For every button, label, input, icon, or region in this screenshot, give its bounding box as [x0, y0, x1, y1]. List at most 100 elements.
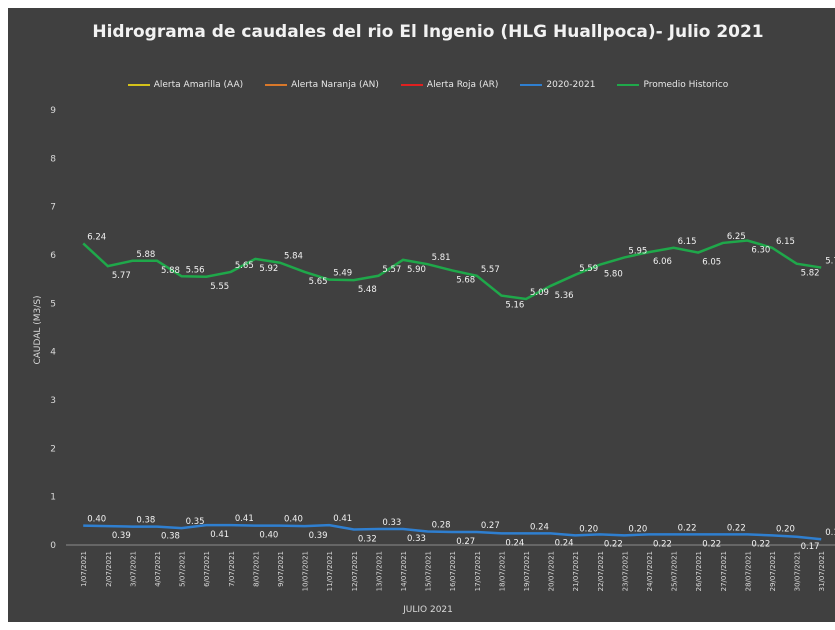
x-tick-label: 30/07/2021	[794, 551, 802, 591]
y-tick-label: 9	[50, 106, 56, 116]
data-label: 0.41	[333, 514, 352, 524]
chart-frame: Hidrograma de caudales del rio El Ingeni…	[8, 8, 835, 622]
data-label: 0.35	[186, 517, 205, 527]
legend-item: Alerta Amarilla (AA)	[127, 80, 244, 90]
data-label: 6.06	[653, 257, 672, 267]
y-tick-label: 6	[50, 251, 56, 261]
x-tick-label: 25/07/2021	[671, 551, 679, 591]
data-label: 5.49	[333, 269, 352, 279]
legend: Alerta Amarilla (AA) Alerta Naranja (AN) A…	[28, 80, 828, 90]
data-label: 5.74	[825, 257, 835, 267]
data-label: 5.65	[309, 277, 328, 287]
data-label: 0.22	[653, 539, 672, 549]
data-label: 5.09	[530, 288, 549, 298]
legend-swatch	[617, 84, 640, 86]
legend-swatch	[520, 84, 543, 86]
data-label: 5.48	[358, 285, 377, 295]
x-tick-label: 22/07/2021	[597, 551, 605, 591]
data-label: 0.17	[801, 542, 820, 552]
legend-label: 2020-2021	[546, 80, 596, 90]
data-label: 0.33	[407, 534, 426, 544]
data-label: 0.40	[87, 515, 106, 525]
data-label: 0.39	[112, 531, 131, 541]
legend-label: Promedio Historico	[643, 80, 729, 90]
x-tick-label: 27/07/2021	[720, 551, 728, 591]
data-label: 5.90	[407, 265, 426, 275]
x-tick-label: 8/07/2021	[252, 551, 260, 587]
data-label: 0.20	[776, 524, 795, 534]
x-tick-label: 4/07/2021	[154, 551, 162, 587]
data-label: 0.22	[702, 539, 721, 549]
data-label: 5.65	[235, 261, 254, 271]
legend-item: Alerta Roja (AR)	[400, 80, 499, 90]
x-tick-label: 7/07/2021	[228, 551, 236, 587]
data-label: 0.27	[481, 521, 500, 531]
data-label: 6.25	[727, 232, 746, 242]
data-label: 5.56	[186, 265, 205, 275]
data-label: 5.84	[284, 252, 303, 262]
data-label: 5.81	[432, 253, 451, 263]
y-axis-label: CAUDAL (M3/S)	[33, 295, 43, 364]
y-tick-label: 5	[50, 299, 56, 309]
x-tick-label: 29/07/2021	[769, 551, 777, 591]
x-tick-label: 14/07/2021	[400, 551, 408, 591]
data-label: 5.57	[481, 265, 500, 275]
data-label: 5.88	[161, 266, 180, 276]
chart-title: Hidrograma de caudales del rio El Ingeni…	[92, 22, 764, 42]
data-label: 0.22	[751, 539, 770, 549]
legend-item: Alerta Naranja (AN)	[265, 80, 379, 90]
y-tick-label: 3	[50, 396, 56, 406]
x-tick-label: 20/07/2021	[548, 551, 556, 591]
data-label: 5.55	[210, 282, 229, 292]
x-tick-label: 5/07/2021	[179, 551, 187, 587]
series-line	[83, 523, 822, 541]
legend-swatch	[400, 84, 423, 86]
legend-item: Promedio Historico	[617, 80, 728, 90]
x-tick-label: 28/07/2021	[744, 551, 752, 591]
y-tick-label: 8	[50, 154, 56, 164]
data-label: 5.59	[579, 264, 598, 274]
y-tick-label: 0	[50, 541, 56, 551]
x-tick-label: 2/07/2021	[105, 551, 113, 587]
chart: CAUDAL (M3/S) JULIO 2021 0 1 2 3 4 5 6 7 8 9 1/07/…	[33, 106, 835, 615]
data-label: 0.33	[382, 518, 401, 528]
x-tick-label: 31/07/2021	[818, 551, 826, 591]
y-tick-label: 1	[50, 493, 56, 503]
x-tick-label: 15/07/2021	[425, 551, 433, 591]
data-label: 5.80	[604, 270, 623, 280]
data-label: 6.30	[751, 246, 770, 256]
legend-label: Alerta Roja (AR)	[426, 80, 499, 90]
x-tick-label: 11/07/2021	[326, 551, 334, 591]
x-tick-label: 17/07/2021	[474, 551, 482, 591]
data-label: 5.82	[801, 269, 820, 279]
data-label: 0.40	[259, 531, 278, 541]
data-label: 0.24	[505, 538, 524, 548]
data-label: 0.22	[678, 523, 697, 533]
x-tick-label: 19/07/2021	[523, 551, 531, 591]
data-label: 0.20	[579, 524, 598, 534]
data-label: 0.28	[432, 520, 451, 530]
x-tick-label: 6/07/2021	[203, 551, 211, 587]
data-label: 6.15	[776, 237, 795, 247]
data-label: 5.57	[382, 265, 401, 275]
data-label: 0.38	[161, 532, 180, 542]
data-label: 5.88	[136, 250, 155, 260]
data-label: 0.22	[604, 539, 623, 549]
x-tick-label: 16/07/2021	[449, 551, 457, 591]
legend-label: Alerta Amarilla (AA)	[153, 80, 244, 90]
legend-item: 2020-2021	[520, 80, 595, 90]
x-tick-label: 3/07/2021	[129, 551, 137, 587]
data-label: 0.24	[530, 522, 549, 532]
data-label: 5.95	[628, 246, 647, 256]
x-tick-label: 24/07/2021	[646, 551, 654, 591]
data-label: 0.32	[358, 535, 377, 545]
data-label: 0.27	[456, 537, 475, 547]
y-tick-label: 7	[50, 203, 56, 213]
x-tick-label: 13/07/2021	[375, 551, 383, 591]
data-label: 0.40	[284, 515, 303, 525]
data-label: 5.68	[456, 275, 475, 285]
data-label: 5.77	[112, 271, 131, 281]
data-label: 0.39	[309, 531, 328, 541]
y-tick-label: 2	[50, 444, 56, 454]
data-label: 6.24	[87, 232, 106, 242]
